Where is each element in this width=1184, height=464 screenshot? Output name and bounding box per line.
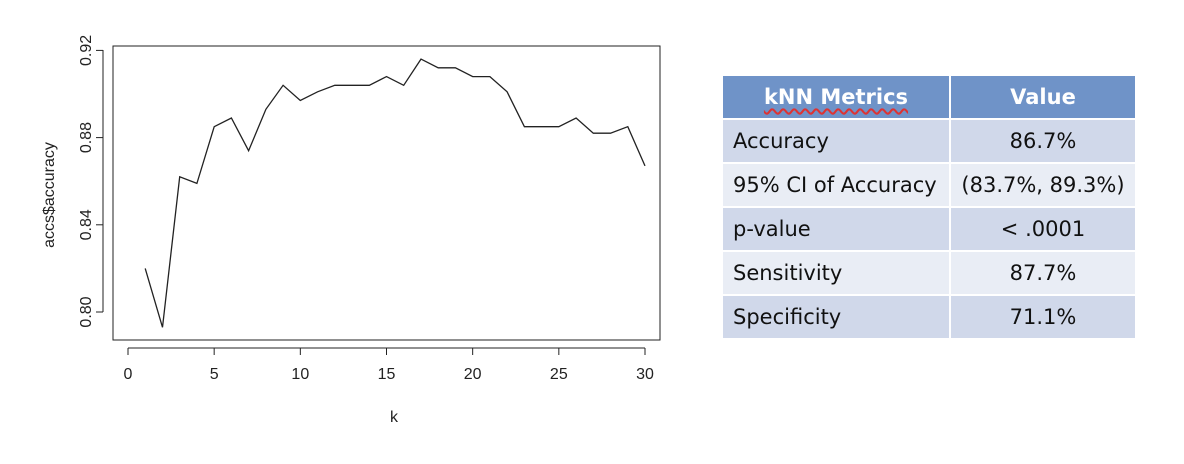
x-tick-label: 0 [124, 366, 133, 383]
metric-name: 95% CI of Accuracy [723, 163, 951, 208]
table-header-row: kNN Metrics Value [723, 76, 1137, 120]
y-tick-label: 0.92 [78, 35, 95, 66]
x-tick-label: 20 [464, 366, 482, 383]
header-value: Value [950, 76, 1137, 120]
table-row: 95% CI of Accuracy (83.7%, 89.3%) [723, 163, 1137, 208]
y-axis-label: accs$accuracy [41, 142, 58, 248]
header-metrics-label: kNN Metrics [763, 85, 909, 109]
header-metrics: kNN Metrics [723, 76, 951, 120]
y-tick-label: 0.84 [78, 209, 95, 240]
x-tick-label: 30 [636, 366, 654, 383]
metric-name: Specificity [723, 295, 951, 340]
table-row: p-value < .0001 [723, 207, 1137, 252]
x-tick-label: 10 [291, 366, 309, 383]
table-row: Sensitivity 87.7% [723, 251, 1137, 296]
metric-value: 86.7% [950, 119, 1137, 164]
metric-value: (83.7%, 89.3%) [950, 163, 1137, 208]
x-axis-label: k [390, 409, 399, 426]
x-tick-label: 25 [550, 366, 568, 383]
y-tick-label: 0.88 [78, 122, 95, 153]
x-tick-label: 15 [378, 366, 396, 383]
line-chart: 0 5 10 15 20 25 30 0.80 0.84 0.88 0.92 k accs$acc… [41, 35, 661, 426]
metric-value: 71.1% [950, 295, 1137, 340]
table-row: Specificity 71.1% [723, 295, 1137, 340]
metric-value: 87.7% [950, 251, 1137, 296]
y-tick-label: 0.80 [78, 296, 95, 327]
metric-name: Sensitivity [723, 251, 951, 296]
table-row: Accuracy 86.7% [723, 119, 1137, 164]
plot-frame [112, 45, 661, 341]
x-ticks: 0 5 10 15 20 25 30 [124, 348, 654, 383]
knn-metrics-table: kNN Metrics Value Accuracy 86.7% 95% CI … [723, 76, 1137, 340]
accuracy-line [144, 58, 646, 328]
x-tick-label: 5 [210, 366, 219, 383]
y-ticks: 0.80 0.84 0.88 0.92 [78, 35, 103, 328]
metric-name: p-value [723, 207, 951, 252]
metric-value: < .0001 [950, 207, 1137, 252]
metric-name: Accuracy [723, 119, 951, 164]
